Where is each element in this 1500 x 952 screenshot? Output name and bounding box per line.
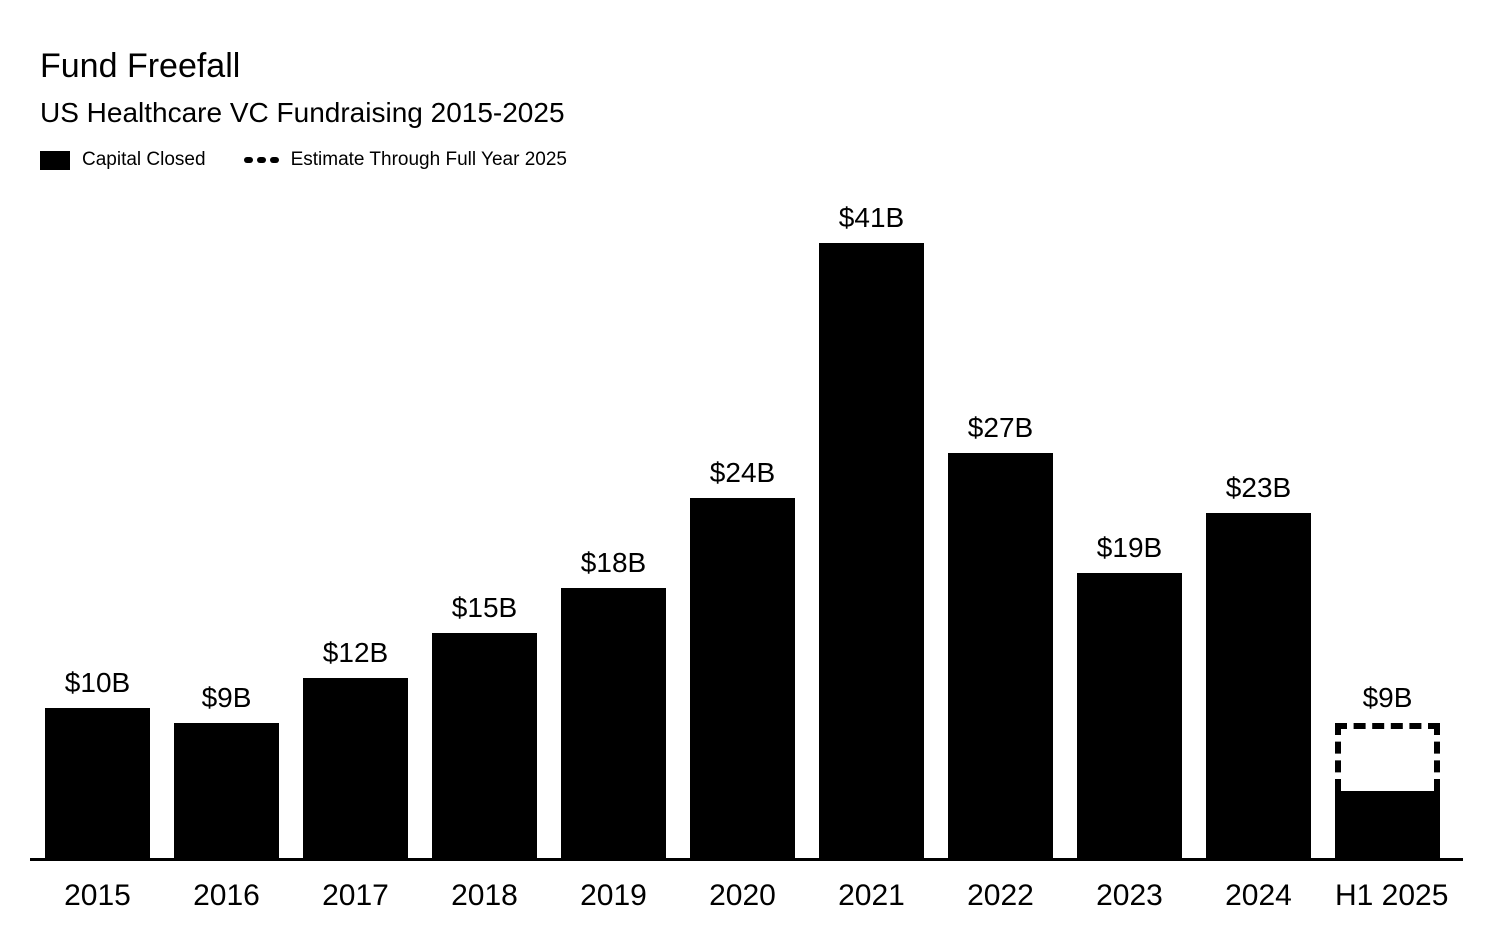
x-axis-label: 2021	[838, 879, 905, 912]
x-axis-label: 2020	[709, 879, 776, 912]
bar-column-2023: $19B	[1077, 532, 1182, 858]
bar-value-label: $12B	[322, 636, 389, 668]
x-axis-label: 2016	[193, 879, 260, 912]
legend-item-estimate: Estimate Through Full Year 2025	[243, 149, 567, 171]
x-axis-label: 2015	[64, 879, 131, 912]
bar-value-label: $19B	[1096, 531, 1163, 563]
x-axis-label: 2024	[1225, 879, 1292, 912]
bar	[432, 633, 537, 858]
bar-chart: $10B $9B $12B $15B $18B $24B $41B $27B $19B $23B $…	[30, 198, 1463, 913]
x-axis-label: 2023	[1096, 879, 1163, 912]
chart-subtitle: US Healthcare VC Fundraising 2015-2025	[40, 96, 565, 128]
x-axis-labels: 2015 2016 2017 2018 2019 2020 2021 2022 2023 2024…	[30, 879, 1463, 913]
plot-area: $10B $9B $12B $15B $18B $24B $41B $27B $19B $23B $…	[30, 198, 1463, 858]
bar-value-label: $23B	[1225, 471, 1292, 503]
bar-value-label: $9B	[1362, 681, 1413, 713]
legend-label-estimate: Estimate Through Full Year 2025	[290, 149, 567, 171]
estimate-dashed-box	[1335, 723, 1440, 791]
bar-column-h1-2025: $9B	[1335, 682, 1440, 858]
bar	[948, 453, 1053, 858]
bar-column-2020: $24B	[690, 457, 795, 858]
legend-item-capital-closed: Capital Closed	[40, 149, 206, 171]
bar-column-2018: $15B	[432, 592, 537, 858]
x-axis-label: 2019	[580, 879, 647, 912]
bar-value-label: $27B	[967, 411, 1034, 443]
legend: Capital Closed Estimate Through Full Yea…	[40, 149, 567, 171]
chart-header: Fund Freefall US Healthcare VC Fundraisi…	[40, 46, 567, 171]
bar	[690, 498, 795, 858]
bar	[819, 243, 924, 858]
x-axis-label: 2017	[322, 879, 389, 912]
bar-column-2024: $23B	[1206, 472, 1311, 858]
legend-label-capital-closed: Capital Closed	[82, 149, 206, 171]
x-axis-line	[30, 858, 1463, 861]
x-axis-label: H1 2025	[1335, 879, 1449, 912]
bar	[1206, 513, 1311, 858]
bar-value-label: $24B	[709, 456, 776, 488]
filled-square-swatch-icon	[40, 150, 70, 170]
x-axis-label: 2018	[451, 879, 518, 912]
bar	[45, 708, 150, 858]
bar-value-label: $10B	[64, 666, 131, 698]
bar-column-2019: $18B	[561, 547, 666, 858]
bar	[303, 678, 408, 858]
bar-column-2015: $10B	[45, 667, 150, 858]
bar-value-label: $15B	[451, 591, 518, 623]
bar-column-2017: $12B	[303, 637, 408, 858]
bar-column-2016: $9B	[174, 682, 279, 858]
bar-value-label: $41B	[838, 201, 905, 233]
dashed-line-swatch-icon	[243, 157, 279, 164]
bar-column-2022: $27B	[948, 412, 1053, 858]
bar	[1077, 573, 1182, 858]
bar	[1335, 790, 1440, 858]
bar-value-label: $18B	[580, 546, 647, 578]
bar	[174, 723, 279, 858]
bar-column-2021: $41B	[819, 202, 924, 858]
bar	[561, 588, 666, 858]
x-axis-label: 2022	[967, 879, 1034, 912]
chart-title: Fund Freefall	[40, 47, 241, 85]
bar-value-label: $9B	[201, 681, 252, 713]
